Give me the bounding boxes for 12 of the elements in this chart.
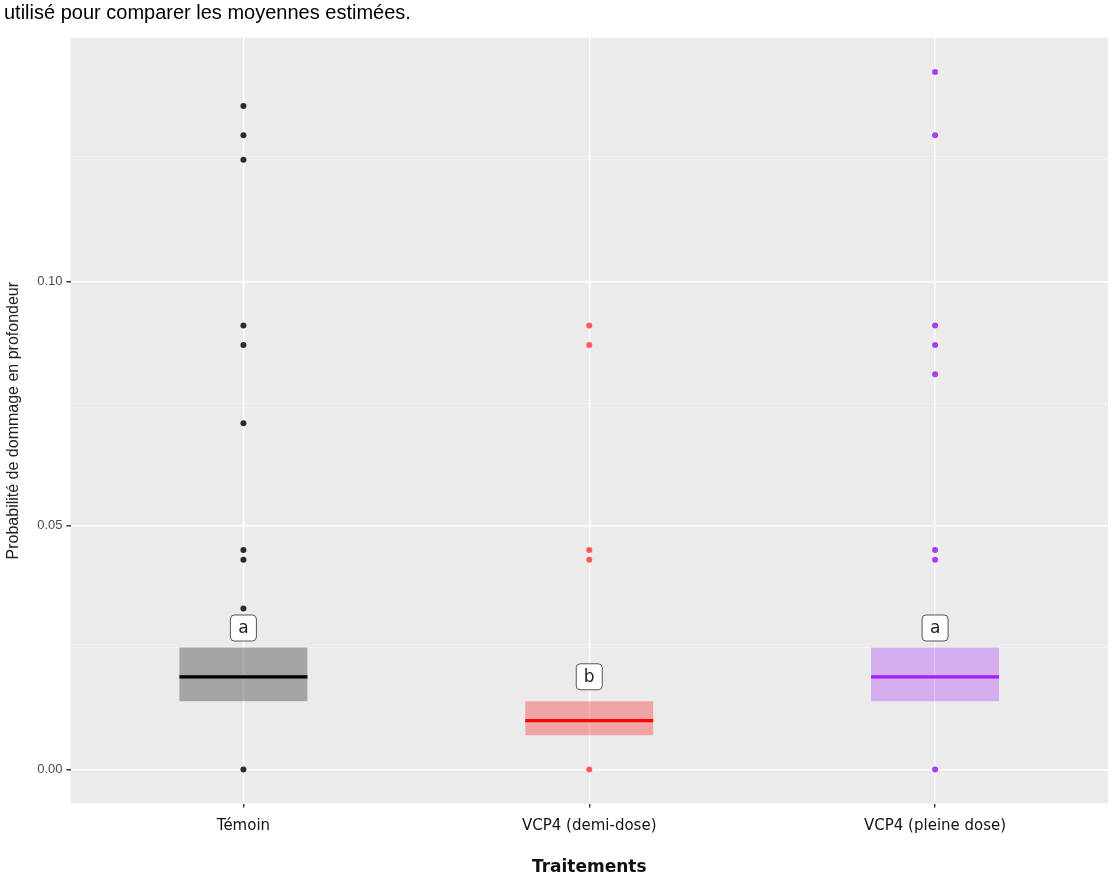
y-axis-title: Probabilité de dommage en profondeur (4, 281, 22, 560)
annotation: a (929, 617, 941, 638)
y-tick-label: 0.10 (37, 273, 63, 289)
x-tick-label: Témoin (215, 816, 271, 835)
annotation: a (238, 617, 249, 638)
x-tick-label: VCP4 (demi-dose) (522, 816, 657, 835)
x-tick-label: VCP4 (pleine dose) (864, 816, 1007, 835)
text: utilisé pour comparer les moyennes estimées. (3, 0, 412, 25)
x-axis-title: Traitements (531, 856, 647, 877)
annotation: b (583, 666, 595, 687)
y-tick-label: 0.05 (37, 517, 63, 533)
y-tick-label: 0.00 (37, 761, 63, 777)
